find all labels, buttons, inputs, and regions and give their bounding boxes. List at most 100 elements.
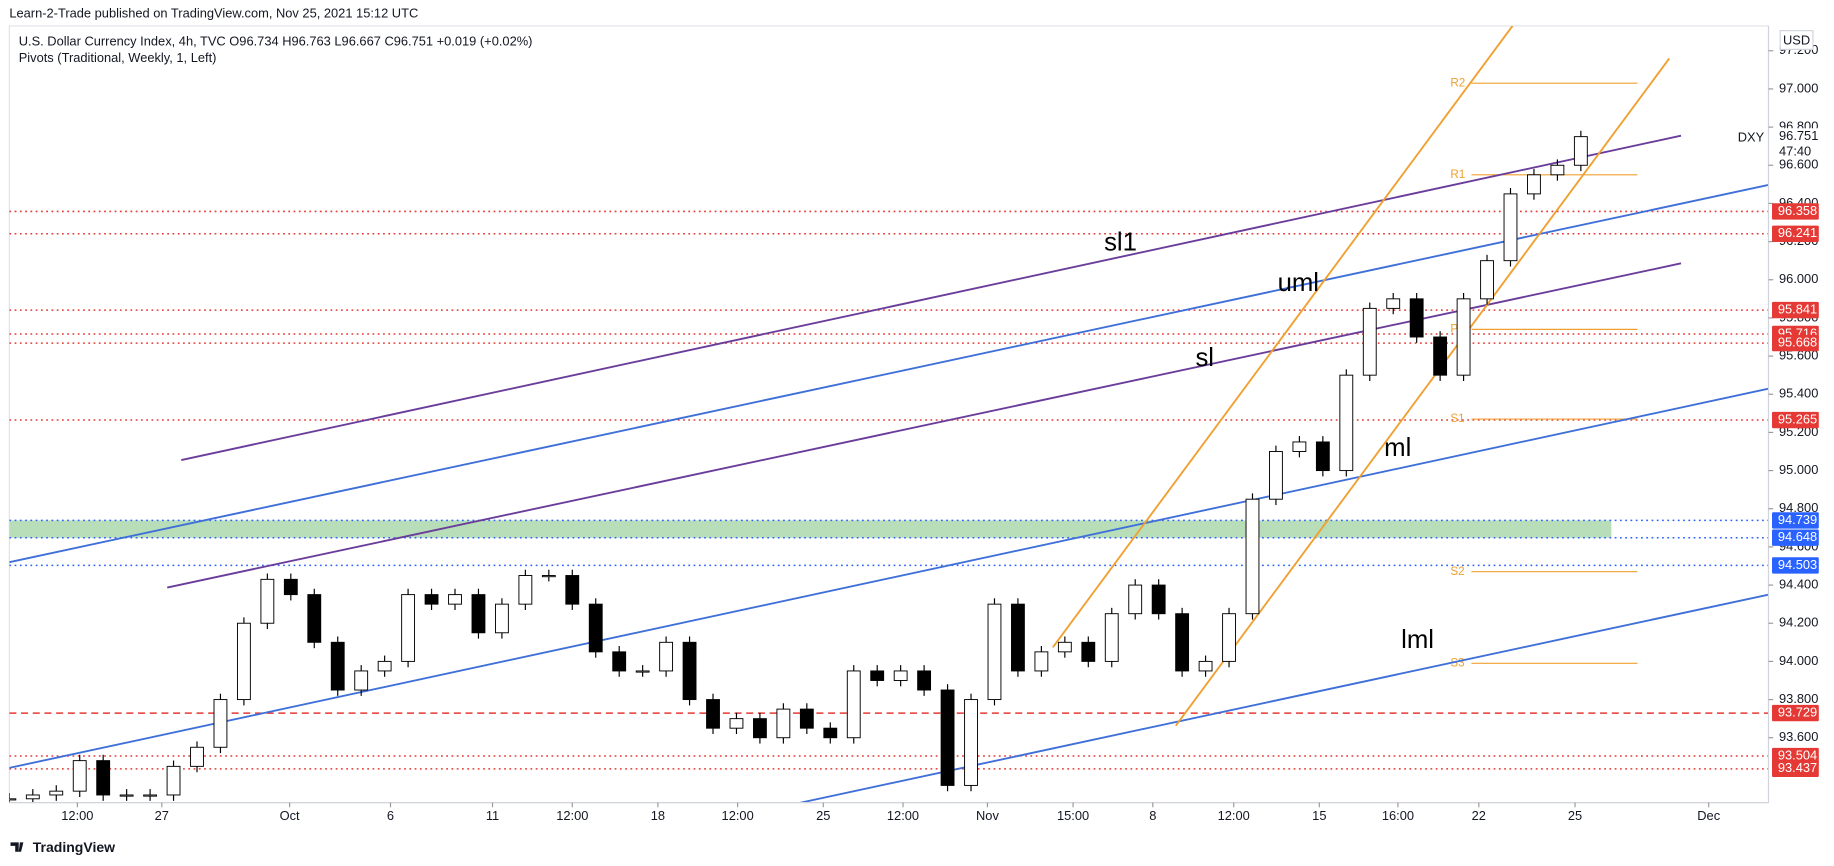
trendline [167,262,1682,589]
candle [1339,374,1354,472]
candle [1151,584,1166,615]
candle [1456,298,1471,376]
candle [1292,441,1307,452]
pivot-label: P [1450,322,1458,335]
x-tick-label: 22 [1472,808,1486,823]
y-tick-label: 96.000 [1779,271,1818,286]
y-tick-label: 94.000 [1779,653,1818,668]
currency: USD [1783,33,1810,48]
trendline-label: sl [1195,344,1214,372]
trendline [181,134,1682,461]
x-tick-label: 12:00 [722,808,754,823]
candle [25,794,40,800]
x-tick-label: 27 [155,808,169,823]
level-badge [1772,334,1819,352]
chart-title: U.S. Dollar Currency Index, 4h, TVC O96.… [19,34,533,49]
candle [1315,441,1330,472]
candle [1245,498,1260,615]
level-badge-label: 94.739 [1778,512,1817,527]
y-tick-label: 94.800 [1779,500,1818,515]
pivot-label: R2 [1450,76,1465,89]
trendline [1175,57,1671,727]
level-badge-label: 93.437 [1778,760,1817,775]
last-price-badge [1772,128,1824,145]
trendline [9,184,1769,564]
y-tick-label: 97.000 [1779,80,1818,95]
x-tick-label: 11 [486,808,499,823]
candle [1175,613,1190,672]
x-tick-label: 12:00 [61,808,93,823]
level-badge [1772,225,1819,242]
x-tick-label: 15:00 [1057,808,1089,823]
chart-subtitle: Pivots (Traditional, Weekly, 1, Left) [19,50,217,65]
candle [1034,651,1049,672]
y-tick-label: 94.400 [1779,576,1818,591]
candle [166,765,181,796]
candle [893,670,908,681]
candle [1480,260,1494,300]
candle [940,689,955,786]
x-tick-label: Oct [280,808,300,823]
candle [1128,584,1143,615]
candle [471,594,486,634]
candle [213,699,228,748]
candle [143,794,158,797]
candle [377,660,392,672]
x-tick-label: 12:00 [887,808,919,823]
candle [494,603,509,634]
pivot-label: S3 [1450,656,1464,669]
level-badge [1772,760,1819,778]
level-badge-label: 96.241 [1778,225,1817,240]
candle [612,651,627,672]
plot-area: R2 R1 P S1 S2 S3 sl1 uml sl ml lml [9,25,1769,803]
trendline [9,387,1769,769]
symbol: DXY [1738,130,1765,145]
candle [1503,193,1518,262]
pivot-label: S2 [1450,565,1464,578]
trendline [798,593,1769,803]
candle [190,746,204,767]
candle [682,641,697,701]
candle [1433,336,1448,376]
x-tick-label: 16:00 [1382,808,1414,823]
x-tick-label: Dec [1697,808,1720,823]
candle [729,718,744,729]
candle [1081,641,1096,662]
candle [846,670,861,739]
level-badge [1772,512,1819,529]
level-badge-label: 96.358 [1778,203,1817,218]
candle [776,708,791,739]
candle [565,575,580,605]
candle [799,708,814,729]
level-badge-label: 95.668 [1778,335,1817,350]
candle [307,594,322,643]
candle [1527,174,1541,195]
level-badge [1772,529,1819,546]
candle [917,670,932,691]
y-tick-label: 95.400 [1779,386,1818,401]
candle [588,603,603,653]
pivot-label: R1 [1450,168,1465,181]
candle [72,760,87,792]
candle [541,575,556,578]
candle [706,699,720,729]
candle [1362,307,1377,376]
candle [1550,164,1565,176]
candle [659,641,674,672]
candle [1269,451,1283,500]
candle [518,575,533,605]
y-tick-label: 95.000 [1779,462,1818,477]
brand: TradingView [33,839,115,855]
candle [870,670,885,681]
level-badge-label: 95.265 [1778,411,1817,426]
candle [1011,603,1025,672]
x-tick-label: 18 [651,808,665,823]
x-tick-label: 25 [1568,808,1582,823]
level-badge-label: 93.729 [1778,705,1817,720]
y-tick-label: 93.800 [1779,691,1818,706]
trendline-label: sl1 [1104,228,1137,256]
candle [753,718,767,739]
candle [119,794,134,797]
x-tick-label: 8 [1149,808,1156,823]
candle [1573,136,1588,166]
